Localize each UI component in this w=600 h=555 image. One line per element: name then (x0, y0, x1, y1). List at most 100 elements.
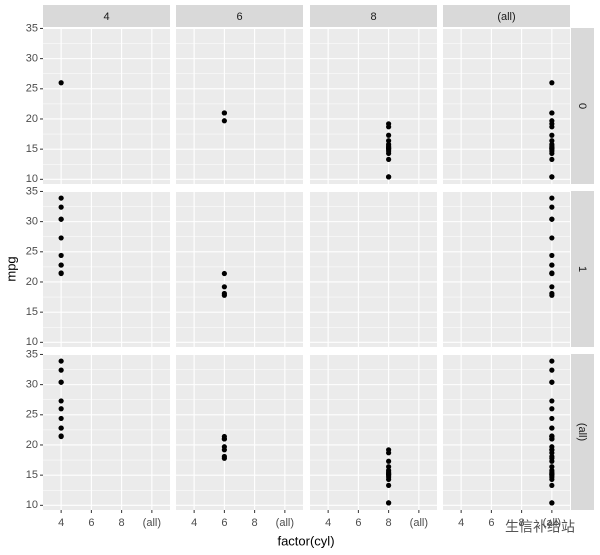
point (549, 358, 555, 364)
row-strip-label: 0 (576, 103, 588, 109)
point (549, 141, 555, 147)
point (549, 138, 555, 144)
point (221, 455, 227, 461)
col-strip-label: 8 (370, 11, 376, 23)
x-tick-label: 6 (88, 517, 94, 529)
point (221, 292, 227, 298)
strip-background (443, 5, 570, 27)
y-tick-label: 30 (26, 53, 38, 65)
point (221, 433, 227, 440)
point (221, 118, 227, 124)
point (549, 121, 555, 127)
point (58, 262, 64, 268)
col-strip-label: 4 (103, 11, 109, 23)
y-tick-label: 20 (26, 113, 38, 125)
x-tick-label: 4 (325, 517, 331, 529)
strip-background (571, 28, 594, 184)
x-tick-label: (all) (543, 517, 561, 529)
x-tick-label: (all) (143, 517, 161, 529)
strip-background (43, 5, 170, 27)
point (386, 132, 392, 138)
strip-background (310, 5, 437, 27)
point (549, 270, 555, 277)
point (549, 156, 555, 163)
point (549, 174, 555, 180)
x-tick-label: 4 (191, 517, 197, 529)
strip-background (176, 5, 303, 27)
point (58, 379, 64, 385)
point (58, 216, 64, 222)
y-tick-label: 35 (26, 22, 38, 34)
x-tick-label: 4 (58, 517, 64, 529)
point (549, 204, 555, 210)
panel-background (176, 28, 303, 184)
y-tick-label: 20 (26, 439, 38, 451)
point (221, 270, 227, 277)
panel-background (43, 354, 170, 510)
y-tick-label: 15 (26, 143, 38, 155)
col-strip-label: 6 (236, 11, 242, 23)
point (549, 379, 555, 385)
point (386, 156, 392, 163)
point (549, 195, 555, 201)
point (58, 204, 64, 210)
point (549, 284, 555, 290)
point (386, 174, 392, 180)
point (386, 138, 392, 144)
panel-background (43, 191, 170, 347)
point (386, 482, 392, 489)
point (549, 252, 555, 259)
point (549, 472, 555, 478)
point (549, 406, 555, 412)
point (221, 447, 227, 453)
y-tick-label: 35 (26, 348, 38, 360)
x-tick-label: 6 (355, 517, 361, 529)
panel-background (443, 191, 570, 347)
point (549, 482, 555, 489)
y-tick-label: 25 (26, 246, 38, 258)
panel-background (310, 191, 437, 347)
point (221, 110, 227, 116)
point (58, 80, 64, 86)
point (549, 425, 555, 431)
point (549, 110, 555, 116)
x-tick-label: 8 (252, 517, 258, 529)
point (386, 467, 392, 473)
point (58, 235, 64, 241)
point (549, 262, 555, 268)
point (549, 398, 555, 404)
y-tick-label: 30 (26, 216, 38, 228)
y-tick-label: 25 (26, 83, 38, 95)
point (386, 121, 392, 127)
strip-background (571, 191, 594, 347)
point (58, 415, 64, 422)
x-axis-title: factor(cyl) (277, 533, 334, 548)
point (549, 80, 555, 86)
point (549, 367, 555, 373)
point (549, 455, 555, 461)
point (549, 292, 555, 298)
x-tick-label: 6 (488, 517, 494, 529)
point (386, 472, 392, 478)
y-tick-label: 20 (26, 276, 38, 288)
point (58, 398, 64, 404)
point (549, 415, 555, 422)
point (386, 447, 392, 453)
point (549, 464, 555, 470)
point (58, 433, 64, 440)
point (386, 141, 392, 147)
point (58, 406, 64, 412)
point (549, 132, 555, 138)
x-tick-label: 4 (458, 517, 464, 529)
point (549, 500, 555, 506)
point (549, 146, 555, 152)
point (549, 447, 555, 453)
point (386, 500, 392, 506)
point (58, 358, 64, 364)
x-tick-label: 8 (386, 517, 392, 529)
x-tick-label: (all) (410, 517, 428, 529)
x-tick-label: 8 (519, 517, 525, 529)
panel-background (43, 28, 170, 184)
watermark: 生信补给站 (505, 519, 575, 535)
